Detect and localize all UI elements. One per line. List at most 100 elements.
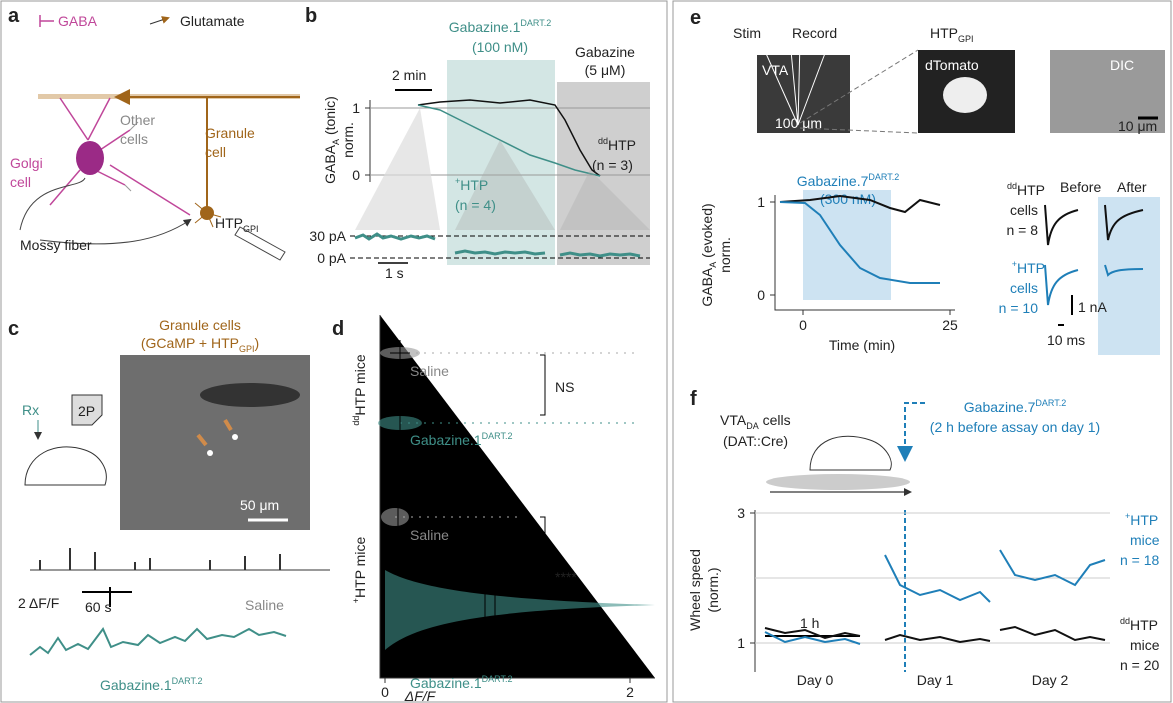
label: 1 [757,194,765,210]
label: Before [1060,179,1101,195]
label: DART.2 [482,431,513,441]
label: Gabazine.1 [410,675,482,691]
label: VTA [720,412,747,428]
panel-shape [0,0,668,703]
label: cells [120,131,148,147]
drawing-line [755,512,1110,644]
label: cells [1010,202,1038,218]
label: +HTP [455,176,488,193]
label: HTP [215,215,243,231]
label: d [332,318,344,340]
label: + [351,598,361,603]
panel-shape [557,82,650,265]
drawing-line [129,121,139,131]
drawing-line [779,201,940,284]
label: Mossy fiber [20,237,92,253]
drawing-line [764,631,861,645]
label: DIC [1110,57,1134,73]
label: cell [205,144,226,160]
label: HTP [1130,617,1158,633]
label: ddHTP mice [351,354,368,425]
drawing-shape [200,383,300,407]
panel-shape [447,60,555,265]
label: 1 s [385,265,404,281]
drawing-line [385,570,655,650]
label: 0 [352,167,360,183]
label: Gabazine.7 [964,399,1036,415]
label: Gabazine.1 [410,432,482,448]
label: (GCaMP + HTPGPI) [141,335,259,354]
drawing-line [379,315,655,679]
label: +HTP [1012,259,1045,276]
label: ddHTP [1120,616,1158,633]
drawing-line [19,177,190,245]
label: 0 [799,317,807,333]
label: 60 s [85,599,111,615]
label: 30 pA [309,228,346,244]
label: DA [746,421,759,431]
label: cells [759,412,791,428]
drawing-line [124,184,132,192]
label: mice [1130,532,1160,548]
label: (5 μM) [585,62,626,78]
drawing-line [999,625,1106,642]
label: (norm.) [705,567,721,612]
label: DART.2 [1035,398,1066,408]
label: HTP mice [352,354,368,415]
drawing-line [194,202,222,228]
drawing-line [999,549,1106,587]
label: Wheel speed [687,549,703,631]
label: +HTP [1125,511,1158,528]
label: + [1012,259,1017,269]
label: mice [1130,637,1160,653]
drawing-line [417,99,601,177]
label: HTP [460,177,488,193]
label: ΔF/F [404,688,437,703]
label: 10 ms [1047,332,1085,348]
label: GABA [699,267,715,307]
drawing-line [750,510,756,672]
label: A [708,262,718,268]
label: 0 [381,684,389,700]
drawing-shape [232,434,238,440]
label: Saline [410,363,449,379]
panel-shape [120,355,310,530]
label: n = 20 [1120,657,1160,673]
label: (tonic) [322,96,338,139]
label: HTPGPI [215,215,259,234]
drawing-line [809,435,892,471]
label: HTP mice [352,537,368,598]
label: HTPGPI [930,25,974,44]
label: n = 8 [1006,222,1038,238]
label: 10 μm [1118,118,1157,134]
drawing-line [1044,264,1144,306]
label: Other [120,112,155,128]
drawing-line [365,100,371,182]
drawing-line [764,627,861,640]
label: DART.2 [172,676,203,686]
label: GABAA (tonic) [322,96,341,184]
drawing-shape [455,140,555,230]
label: Saline [245,597,284,613]
label: Gabazine [575,44,635,60]
label: 50 μm [240,497,279,513]
label: ddHTP [1007,181,1045,198]
label: (n = 4) [455,197,496,213]
label: 1 h [800,615,819,631]
label: + [1125,511,1130,521]
label: 1 [737,635,745,651]
label: + [455,176,460,186]
label: Gabazine.1DART.2 [100,676,202,693]
drawing-line [884,633,991,644]
label: 0 pA [317,250,346,266]
drawing-line [779,194,941,214]
drawing-line [390,340,496,620]
drawing-line [759,39,831,126]
label: Gabazine.1DART.2 [449,18,551,35]
label: VTADA cells [720,412,791,431]
label: dd [1120,616,1130,626]
label: 1 [352,100,360,116]
label: (n = 3) [592,157,633,173]
label: (evoked) [699,203,715,261]
label: +HTP mice [351,537,368,604]
